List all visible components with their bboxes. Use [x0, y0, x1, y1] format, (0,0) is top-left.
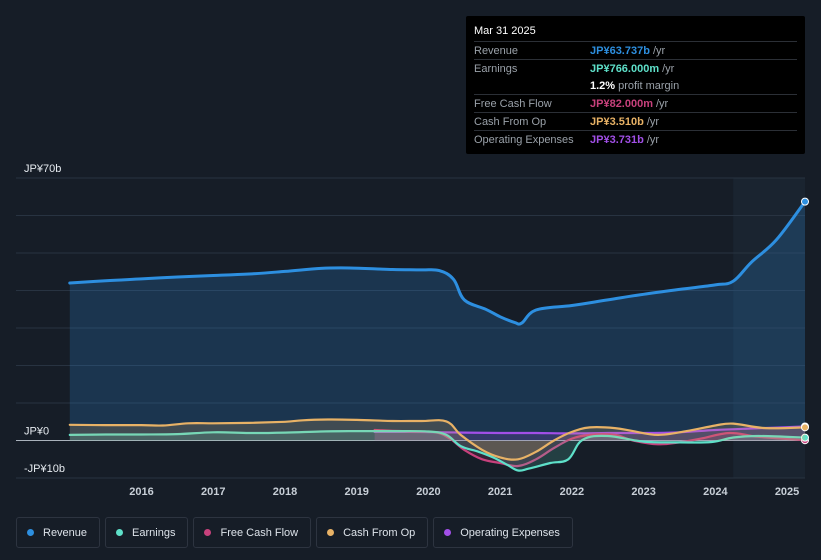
- tooltip-panel: Mar 31 2025 Revenue JP¥63.737b /yr Earni…: [466, 16, 805, 154]
- legend-item-earnings[interactable]: Earnings: [105, 517, 189, 548]
- legend-dot-icon: [327, 529, 335, 536]
- profit-margin-label: profit margin: [618, 79, 680, 92]
- tooltip-value: JP¥82.000m: [590, 97, 653, 110]
- tooltip-label: Operating Expenses: [474, 133, 574, 146]
- x-tick-label: 2017: [201, 486, 225, 498]
- tooltip-value: JP¥63.737b: [590, 44, 650, 57]
- y-tick-label: JP¥70b: [24, 163, 61, 175]
- legend-dot-icon: [27, 529, 34, 536]
- x-tick-label: 2019: [344, 486, 368, 498]
- series-endpoint-cash-from-op: [801, 423, 809, 432]
- legend-item-free-cash-flow[interactable]: Free Cash Flow: [193, 517, 312, 548]
- tooltip-unit: /yr: [652, 44, 666, 57]
- series-line-earnings: [68, 429, 807, 472]
- legend-item-revenue[interactable]: Revenue: [16, 517, 101, 548]
- tooltip-value: JP¥766.000m: [590, 62, 660, 75]
- tooltip-profit-margin: 1.2% profit margin: [474, 77, 797, 94]
- x-tick-label: 2023: [631, 486, 655, 498]
- tooltip-value: JP¥3.731b: [590, 133, 644, 146]
- x-tick-label: 2021: [488, 486, 512, 498]
- legend-label: Cash From Op: [343, 526, 416, 539]
- series-area-revenue: [69, 201, 806, 441]
- y-axis-labels: JP¥70b JP¥0 -JP¥10b: [24, 163, 65, 475]
- gridlines: [16, 177, 805, 479]
- series-area-free-cash-flow: [374, 430, 805, 467]
- legend-dot-icon: [116, 529, 124, 536]
- tooltip-row-cash-from-op: Cash From Op JP¥3.510b /yr: [474, 112, 797, 130]
- series-endpoint-earnings: [801, 433, 809, 442]
- tooltip-row-revenue: Revenue JP¥63.737b /yr: [474, 41, 797, 59]
- series-line-cash-from-op: [68, 418, 807, 461]
- x-tick-label: 2020: [416, 486, 440, 498]
- y-tick-label: -JP¥10b: [24, 463, 65, 475]
- x-tick-label: 2022: [560, 486, 584, 498]
- tooltip-unit: /yr: [656, 97, 669, 110]
- legend-item-cash-from-op[interactable]: Cash From Op: [316, 517, 429, 548]
- legend-dot-icon: [204, 529, 212, 536]
- tooltip-label: Earnings: [474, 62, 518, 75]
- x-tick-label: 2024: [703, 486, 728, 498]
- legend-label: Earnings: [132, 526, 176, 539]
- tooltip-label: Cash From Op: [474, 115, 547, 128]
- y-tick-label: JP¥0: [24, 426, 49, 438]
- chart-legend: Revenue Earnings Free Cash Flow Cash Fro…: [16, 517, 573, 548]
- x-tick-label: 2016: [129, 486, 153, 498]
- tooltip-row-free-cash-flow: Free Cash Flow JP¥82.000m /yr: [474, 94, 797, 112]
- tooltip-label: Revenue: [474, 44, 519, 57]
- legend-label: Revenue: [43, 526, 88, 539]
- legend-label: Free Cash Flow: [220, 526, 299, 539]
- legend-item-operating-expenses[interactable]: Operating Expenses: [433, 517, 573, 548]
- x-tick-label: 2025: [775, 486, 799, 498]
- tooltip-date: Mar 31 2025: [474, 25, 536, 37]
- x-axis-labels: 2016 2017 2018 2019 2020 2021 2022 2023 2024 2025: [129, 486, 799, 498]
- legend-dot-icon: [444, 529, 452, 536]
- legend-label: Operating Expenses: [460, 526, 560, 539]
- tooltip-unit: /yr: [646, 115, 660, 128]
- series-layer: [68, 197, 809, 472]
- series-endpoint-revenue: [801, 197, 809, 206]
- tooltip-row-operating-expenses: Operating Expenses JP¥3.731b /yr: [474, 130, 797, 148]
- profit-margin-value: 1.2%: [590, 79, 616, 92]
- tooltip-label: Free Cash Flow: [474, 97, 552, 110]
- tooltip-unit: /yr: [662, 62, 675, 75]
- x-tick-label: 2018: [273, 486, 297, 498]
- series-line-operating-expenses: [373, 425, 807, 435]
- tooltip-value: JP¥3.510b: [590, 115, 644, 128]
- tooltip-unit: /yr: [646, 133, 660, 146]
- series-line-revenue: [68, 200, 807, 326]
- tooltip-row-earnings: Earnings JP¥766.000m /yr: [474, 59, 797, 77]
